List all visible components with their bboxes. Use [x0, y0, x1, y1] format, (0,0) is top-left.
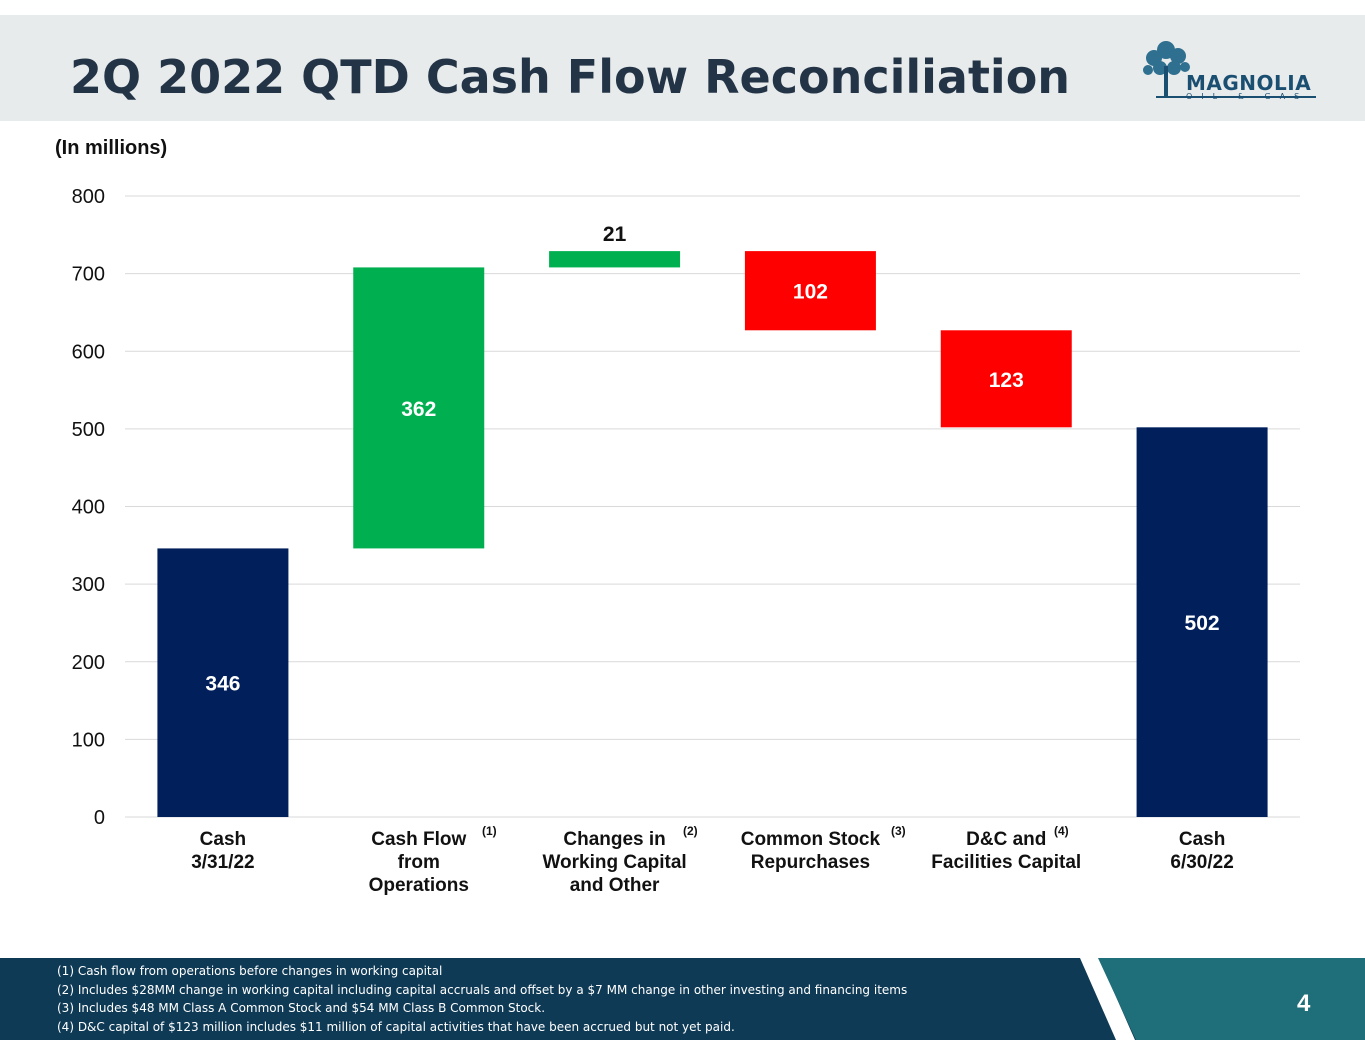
y-tick-label: 800 [72, 186, 105, 208]
y-tick-label: 300 [72, 574, 105, 596]
footnote-2: (2) Includes $28MM change in working cap… [57, 982, 908, 997]
bar-2 [549, 251, 681, 268]
data-label-1: 362 [401, 398, 436, 421]
y-tick-label: 400 [72, 497, 105, 519]
category-label-line: 6/30/22 [1170, 852, 1234, 873]
footnote-3: (3) Includes $48 MM Class A Common Stock… [57, 1001, 546, 1015]
category-label-line: Common Stock [740, 829, 881, 850]
data-labels: 346 362 21 102 123 502 [205, 223, 1219, 696]
data-label-4: 123 [989, 369, 1024, 392]
bar-1 [353, 267, 485, 549]
category-label-line: from [397, 852, 440, 873]
page-title: 2Q 2022 QTD Cash Flow Reconciliation [70, 50, 1071, 104]
page-number: 4 [1297, 990, 1311, 1017]
category-label-line: Operations [368, 875, 469, 896]
bar-4 [940, 330, 1072, 428]
footnote-ref-4: (4) [1054, 824, 1069, 838]
category-label-4: D&C and Facilities Capital [911, 828, 1101, 874]
footnote-1: (1) Cash flow from operations before cha… [57, 964, 443, 978]
category-label-line: 3/31/22 [191, 852, 255, 873]
data-label-2: 21 [603, 223, 627, 246]
footer-accent [1098, 958, 1365, 1040]
units-note: (In millions) [55, 137, 168, 159]
bar-5 [1136, 427, 1268, 817]
waterfall-chart: 0 100 200 300 400 500 600 700 800 346 362 21 102 123… [72, 186, 1300, 829]
data-label-3: 102 [793, 281, 828, 304]
bar-3 [744, 251, 876, 331]
category-label-0: Cash 3/31/22 [128, 828, 318, 874]
footnote-ref-2: (2) [683, 824, 698, 838]
footnote-4: (4) D&C capital of $123 million includes… [57, 1019, 735, 1034]
data-label-5: 502 [1185, 612, 1220, 635]
category-label-line: and Other [569, 875, 660, 896]
y-tick-label: 0 [94, 807, 105, 829]
category-label-line: Cash Flow [371, 829, 467, 850]
category-label-2: Changes in Working Capital and Other [520, 828, 710, 897]
logo-name: MAGNOLIA [1186, 71, 1312, 95]
category-label-line: Facilities Capital [931, 852, 1082, 873]
category-label-line: Repurchases [750, 852, 871, 873]
category-label-1: Cash Flow from Operations [324, 828, 514, 897]
magnolia-tree-logo-icon [1143, 41, 1316, 98]
y-tick-label: 500 [72, 419, 105, 441]
logo-subtitle: OIL & GAS [1186, 92, 1309, 101]
category-label-line: Working Capital [542, 852, 687, 873]
category-label-5: Cash 6/30/22 [1107, 828, 1297, 874]
y-tick-label: 700 [72, 264, 105, 286]
y-tick-label: 600 [72, 341, 105, 363]
footnote-ref-1: (1) [482, 824, 497, 838]
y-tick-label: 100 [72, 729, 105, 751]
data-label-0: 346 [205, 673, 240, 696]
category-label-line: Changes in [563, 829, 666, 850]
y-axis-ticks: 0 100 200 300 400 500 600 700 800 [72, 186, 105, 829]
category-label-line: Cash [199, 829, 247, 850]
bars [157, 251, 1268, 817]
footnote-ref-3: (3) [891, 824, 906, 838]
bar-0 [157, 548, 289, 817]
title-bar [0, 15, 1365, 121]
footnotes: (1) Cash flow from operations before cha… [57, 962, 907, 1036]
category-label-line: Cash [1178, 829, 1226, 850]
category-label-line: D&C and [966, 829, 1047, 850]
category-label-3: Common Stock Repurchases [715, 828, 905, 874]
y-tick-label: 200 [72, 652, 105, 674]
gridlines [125, 195, 1300, 818]
